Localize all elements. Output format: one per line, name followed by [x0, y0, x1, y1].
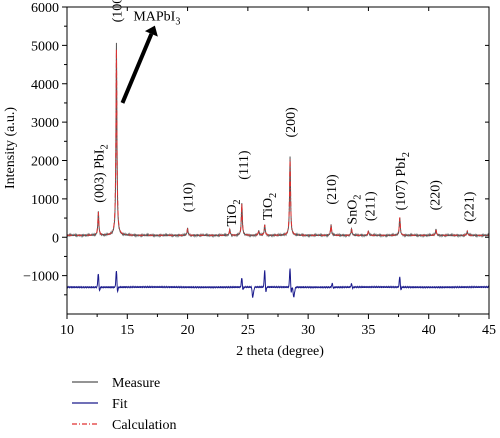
x-tick-label: 30	[301, 323, 315, 338]
legend-label: Calculation	[112, 418, 177, 433]
arrow-head	[144, 25, 158, 37]
measure-series-line	[66, 42, 490, 239]
y-tick-label: 6000	[31, 1, 59, 16]
y-tick-label: 4000	[31, 78, 59, 93]
peak-annotation: MAPbI3	[133, 9, 180, 27]
peak-annotation: (210)	[325, 174, 340, 205]
x-tick-label: 35	[361, 323, 375, 338]
x-tick-label: 25	[241, 323, 255, 338]
peak-annotation: TiO2	[261, 193, 279, 220]
peak-annotation: (107) PbI2	[394, 152, 412, 210]
peak-annotation: (220)	[429, 180, 444, 211]
x-tick-label: 45	[482, 323, 496, 338]
calculation-series-line	[67, 49, 489, 236]
peak-annotation: (110)	[182, 182, 197, 212]
peak-annotation: (200)	[284, 107, 299, 138]
peak-annotation: TiO2	[225, 199, 243, 226]
x-tick-label: 10	[60, 323, 74, 338]
legend: Measure Fit Calculation	[72, 376, 177, 433]
fit-series-line	[66, 268, 490, 298]
y-tick-label: −1000	[23, 270, 59, 285]
peak-annotation: (003) PbI2	[92, 144, 110, 202]
legend-label: Fit	[112, 397, 128, 412]
arrow-shaft	[120, 33, 154, 104]
annotations: (100) (110) (111) (200) (210) (211) (220) (221)…	[92, 0, 477, 227]
y-tick-label: 0	[52, 231, 59, 246]
plot-lines	[66, 42, 490, 298]
y-tick-label: 5000	[31, 39, 59, 54]
x-axis-label: 2 theta (degree)	[236, 344, 324, 359]
peak-annotation: (211)	[364, 191, 379, 221]
axes: 10 15 20 25 30 35 40 45 −1000 0 1000 2000 3000 4000 50…	[23, 1, 496, 338]
y-tick-label: 2000	[31, 155, 59, 170]
y-axis-label: Intensity (a.u.)	[3, 107, 18, 189]
peak-annotation: (111)	[237, 150, 252, 180]
x-tick-label: 40	[422, 323, 436, 338]
peak-annotation: SnO2	[346, 195, 364, 225]
y-tick-label: 1000	[31, 193, 59, 208]
peak-annotation: (100)	[110, 0, 125, 22]
y-tick-label: 3000	[31, 116, 59, 131]
plot-frame	[66, 6, 490, 315]
x-tick-label: 20	[181, 323, 195, 338]
peak-annotation: (221)	[463, 191, 478, 222]
x-tick-label: 15	[120, 323, 134, 338]
legend-label: Measure	[112, 376, 160, 391]
